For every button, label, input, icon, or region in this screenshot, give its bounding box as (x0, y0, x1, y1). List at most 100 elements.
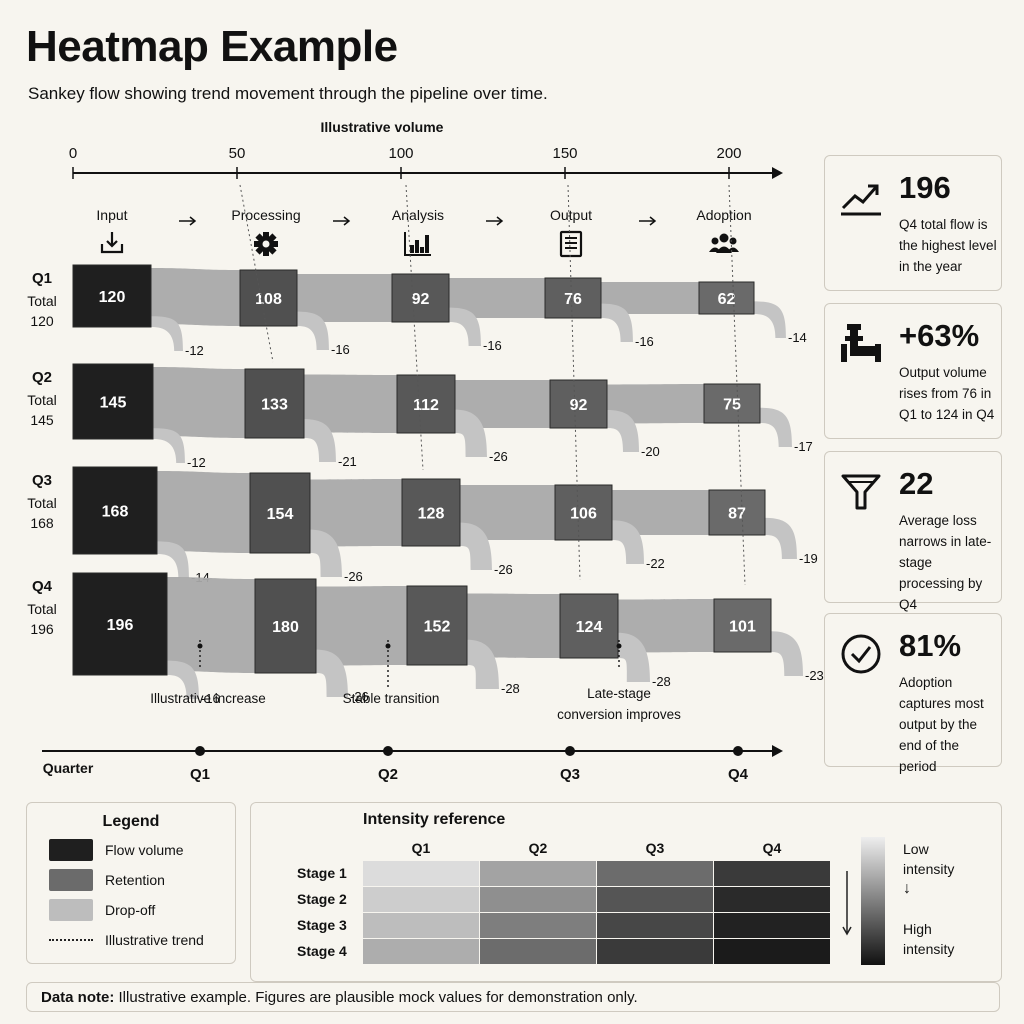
node-value: 75 (723, 397, 741, 414)
heatmap-cell (597, 887, 713, 912)
heatmap-row-label: Stage 1 (297, 865, 347, 881)
insight-card-2: +63% Output volume rises from 76 in Q1 t… (824, 303, 1002, 439)
insight-card-1: 196 Q4 total flow is the highest level i… (824, 155, 1002, 291)
bar-chart-icon (420, 247, 424, 253)
quarter-label-q4: Q4 (32, 578, 53, 595)
drop-off-flow (760, 407, 792, 447)
loss-label: -23 (805, 668, 824, 683)
legend-title: Legend (102, 813, 160, 830)
drop-off-flow (607, 410, 639, 452)
node-value: 128 (418, 506, 445, 523)
trend-up-icon (841, 184, 881, 216)
node-value: 87 (728, 506, 746, 523)
scale-low-label: Low intensity (903, 841, 955, 877)
legend-swatch (49, 899, 93, 921)
legend-swatch (49, 839, 93, 861)
retention-flow (455, 380, 550, 428)
legend-label: Retention (105, 872, 165, 888)
flow-node (703, 383, 761, 424)
drop-off-flow (449, 307, 481, 346)
flow-node (72, 363, 154, 440)
node-value: 180 (272, 619, 299, 636)
annotation-marker (197, 643, 203, 649)
loss-label: -26 (344, 569, 363, 584)
loss-label: -14 (788, 330, 807, 345)
quarter-total-value: 120 (30, 313, 54, 329)
loss-label: -22 (646, 556, 665, 571)
gear-icon (254, 241, 260, 247)
quarter-total-label: Total (27, 392, 57, 408)
gear-icon (262, 240, 270, 248)
card-text: Output volume rises from 76 in Q1 to 124… (899, 365, 995, 422)
retention-flow (612, 490, 709, 535)
axis-tick-label: 50 (229, 145, 246, 162)
timeline-point-label: Q2 (378, 766, 398, 783)
people-icon (719, 233, 729, 243)
node-value: 152 (424, 619, 451, 636)
card-text: Adoption captures most output by the end… (899, 675, 984, 774)
scale-gradient-bar (861, 837, 885, 965)
retention-flow (304, 374, 397, 433)
retention-flow (607, 384, 704, 424)
drop-off-flow (771, 631, 803, 676)
drop-off-flow (618, 632, 650, 682)
legend-item-flow-volume: Flow volume (49, 838, 184, 862)
drop-off-flow (151, 316, 183, 351)
drop-off-flow (601, 303, 633, 342)
heatmap-cell (363, 939, 479, 964)
heatmap-cell (597, 939, 713, 964)
drop-off-flow (167, 660, 199, 699)
card-text: Q4 total flow is the highest level in th… (899, 217, 997, 274)
sankey-chart: Illustrative volume 0 50 100 150 200 Input Proc… (27, 119, 824, 783)
data-note: Data note: Illustrative example. Figures… (26, 982, 1000, 1012)
drop-off-flow (455, 409, 487, 457)
node-value: 145 (100, 395, 127, 412)
stage-label-adoption: Adoption (696, 207, 751, 223)
heatmap-cell (480, 861, 596, 886)
retention-flow (157, 471, 250, 553)
flow-node (244, 368, 305, 439)
stage-label-processing: Processing (231, 207, 300, 223)
node-value: 76 (564, 291, 582, 308)
node-value: 92 (570, 397, 588, 414)
card-text: Average loss narrows in late-stage proce… (899, 513, 992, 612)
card-value: +63% (899, 318, 980, 353)
loss-label: -26 (350, 689, 369, 704)
funnel-icon (841, 474, 881, 510)
node-value: 62 (718, 291, 736, 308)
legend-item-illustrative-trend: Illustrative trend (49, 928, 204, 952)
node-value: 106 (570, 506, 597, 523)
download-icon (100, 244, 124, 254)
drop-off-flow (297, 311, 329, 350)
stage-arrow-icon (496, 216, 504, 226)
node-value: 120 (99, 289, 126, 306)
annotation-stable-transition: Stable transition (343, 691, 440, 706)
timeline-label: Quarter (43, 760, 94, 776)
quarter-label-q3: Q3 (32, 472, 52, 489)
loss-label: -26 (494, 562, 513, 577)
drop-off-flow (153, 428, 185, 463)
flow-node (708, 489, 766, 536)
quarter-total-label: Total (27, 293, 57, 309)
node-value: 154 (267, 506, 294, 523)
loss-label: -28 (501, 681, 520, 696)
node-value: 112 (413, 397, 439, 414)
intensity-scale (842, 837, 885, 965)
trend-guide-line (239, 184, 274, 363)
flow-node (254, 578, 317, 674)
annotation-late-stage-line2: conversion improves (557, 707, 681, 722)
document-icon (559, 230, 583, 258)
page-subtitle: Sankey flow showing trend movement throu… (28, 84, 548, 103)
retention-flow (460, 485, 555, 540)
loss-label: -26 (489, 449, 508, 464)
timeline-point (195, 746, 205, 756)
axis-title: Illustrative volume (321, 119, 444, 135)
quarter-label-q1: Q1 (32, 270, 52, 287)
retention-flow (167, 577, 255, 673)
heatmap-panel: Intensity reference Q1 Q2 Q3 Q4 Stage 1 Stage… (250, 802, 1002, 982)
stage-label-input: Input (96, 207, 127, 223)
drop-off-flow (316, 649, 348, 697)
retention-flow (316, 586, 407, 666)
timeline-arrow (772, 745, 783, 757)
stage-label-output: Output (550, 207, 592, 223)
